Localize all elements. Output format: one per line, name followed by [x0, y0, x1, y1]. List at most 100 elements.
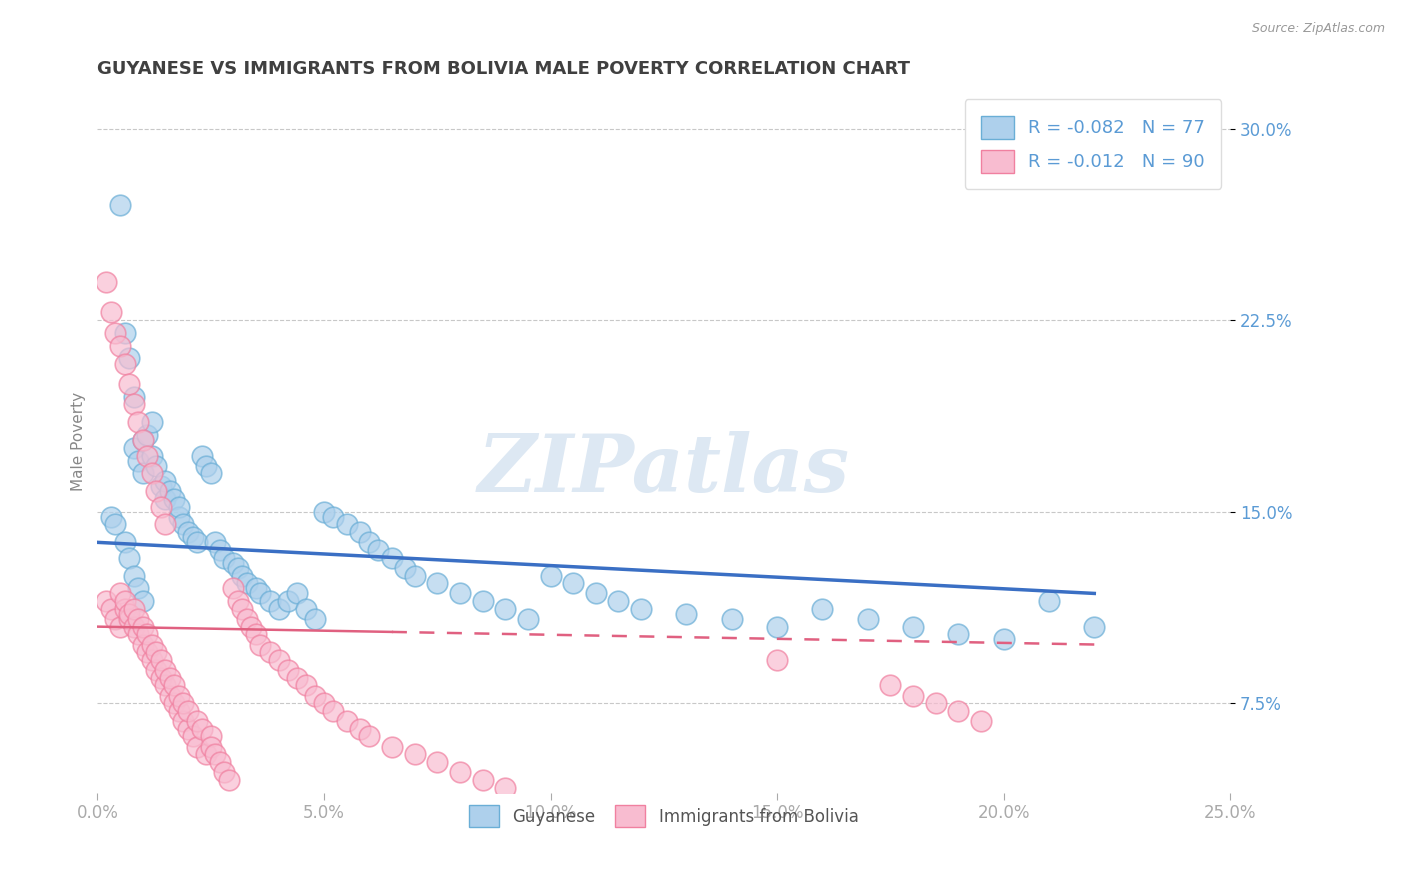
Point [141, 638, 163, 652]
Point [118, 351, 141, 366]
Point [304, 689, 326, 703]
Point [811, 601, 834, 615]
Point [585, 586, 607, 600]
Point [114, 326, 136, 340]
Point [245, 627, 267, 641]
Point [236, 612, 259, 626]
Point [404, 568, 426, 582]
Point [494, 601, 516, 615]
Point [249, 586, 271, 600]
Point [208, 543, 231, 558]
Point [277, 594, 299, 608]
Point [766, 653, 789, 667]
Point [131, 433, 153, 447]
Point [259, 645, 281, 659]
Legend: Guyanese, Immigrants from Bolivia: Guyanese, Immigrants from Bolivia [463, 798, 865, 833]
Point [131, 433, 153, 447]
Point [901, 689, 924, 703]
Point [212, 765, 235, 780]
Point [948, 627, 970, 641]
Point [127, 415, 149, 429]
Point [181, 530, 204, 544]
Point [141, 449, 163, 463]
Point [177, 525, 200, 540]
Point [136, 645, 159, 659]
Point [494, 780, 516, 795]
Point [104, 612, 127, 626]
Point [381, 739, 404, 754]
Point [285, 671, 308, 685]
Point [562, 576, 585, 591]
Point [122, 441, 145, 455]
Point [970, 714, 993, 728]
Point [720, 612, 742, 626]
Point [96, 594, 118, 608]
Point [948, 704, 970, 718]
Point [204, 747, 226, 762]
Point [607, 594, 630, 608]
Point [181, 730, 204, 744]
Point [222, 556, 245, 570]
Point [222, 582, 245, 596]
Point [294, 601, 316, 615]
Point [163, 696, 186, 710]
Point [141, 467, 163, 481]
Text: GUYANESE VS IMMIGRANTS FROM BOLIVIA MALE POVERTY CORRELATION CHART: GUYANESE VS IMMIGRANTS FROM BOLIVIA MALE… [97, 60, 910, 78]
Point [167, 689, 190, 703]
Point [349, 722, 371, 736]
Point [190, 449, 212, 463]
Point [1083, 620, 1105, 634]
Point [172, 517, 194, 532]
Point [127, 612, 149, 626]
Point [127, 582, 149, 596]
Point [122, 390, 145, 404]
Point [226, 594, 249, 608]
Point [122, 397, 145, 411]
Point [104, 517, 127, 532]
Point [766, 620, 789, 634]
Point [118, 376, 141, 391]
Point [359, 535, 381, 549]
Point [285, 586, 308, 600]
Point [449, 586, 471, 600]
Point [155, 474, 177, 488]
Point [114, 535, 136, 549]
Point [540, 568, 562, 582]
Point [177, 722, 200, 736]
Point [131, 638, 153, 652]
Point [381, 550, 404, 565]
Point [993, 632, 1015, 647]
Point [114, 357, 136, 371]
Point [100, 509, 122, 524]
Point [359, 730, 381, 744]
Point [212, 550, 235, 565]
Y-axis label: Male Poverty: Male Poverty [72, 392, 86, 491]
Point [177, 704, 200, 718]
Point [167, 509, 190, 524]
Point [218, 772, 240, 787]
Point [172, 714, 194, 728]
Point [149, 653, 172, 667]
Point [136, 449, 159, 463]
Point [304, 612, 326, 626]
Point [108, 339, 131, 353]
Point [200, 739, 222, 754]
Point [141, 415, 163, 429]
Point [200, 730, 222, 744]
Point [924, 696, 946, 710]
Point [426, 576, 449, 591]
Point [404, 747, 426, 762]
Point [163, 491, 186, 506]
Point [267, 653, 290, 667]
Point [294, 678, 316, 692]
Point [145, 645, 167, 659]
Point [245, 582, 267, 596]
Point [675, 607, 697, 621]
Point [471, 772, 494, 787]
Point [231, 601, 253, 615]
Point [131, 620, 153, 634]
Point [100, 305, 122, 319]
Point [208, 755, 231, 769]
Point [449, 765, 471, 780]
Text: ZIPatlas: ZIPatlas [478, 431, 849, 508]
